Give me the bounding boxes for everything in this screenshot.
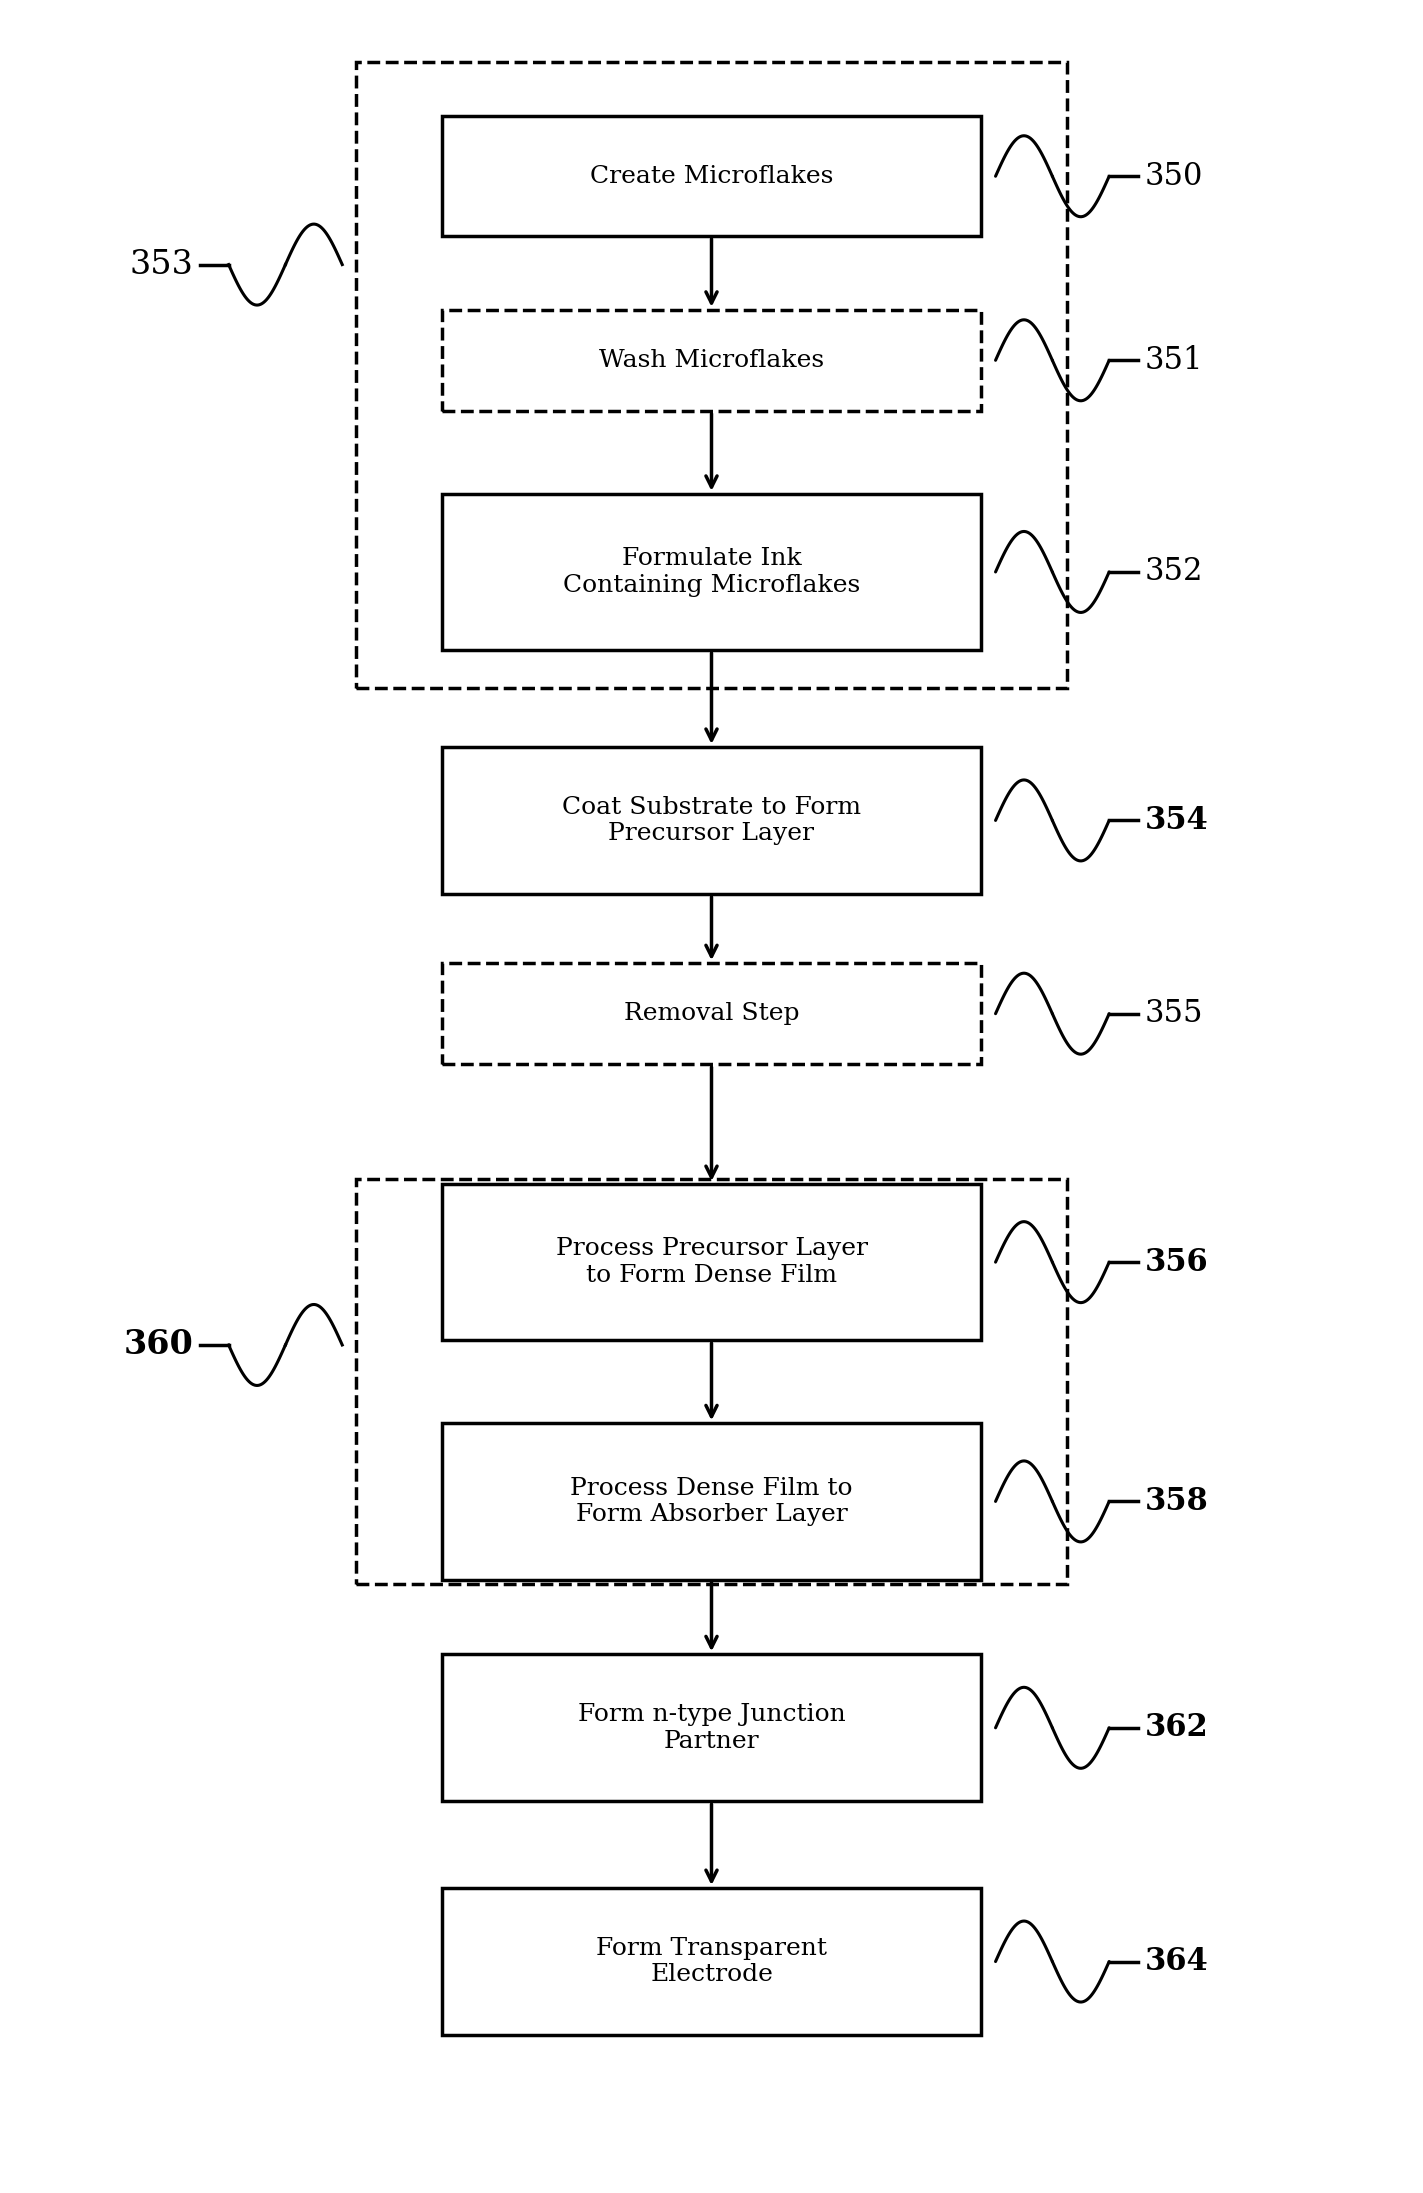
Bar xyxy=(441,1654,982,1800)
Bar xyxy=(441,1423,982,1579)
Text: Removal Step: Removal Step xyxy=(623,1002,800,1024)
Bar xyxy=(441,1184,982,1340)
Text: 356: 356 xyxy=(1144,1246,1208,1279)
Bar xyxy=(356,1180,1067,1583)
Bar xyxy=(441,309,982,410)
Text: 362: 362 xyxy=(1144,1713,1208,1743)
Text: 353: 353 xyxy=(129,248,194,281)
Text: 360: 360 xyxy=(124,1329,194,1362)
Bar xyxy=(441,493,982,649)
Text: Process Dense Film to
Form Absorber Layer: Process Dense Film to Form Absorber Laye… xyxy=(571,1476,852,1526)
Text: 351: 351 xyxy=(1144,344,1204,375)
Text: 354: 354 xyxy=(1144,805,1208,836)
Bar xyxy=(441,116,982,237)
Text: Create Microflakes: Create Microflakes xyxy=(589,164,834,189)
Text: Form Transparent
Electrode: Form Transparent Electrode xyxy=(596,1936,827,1987)
Text: Coat Substrate to Form
Precursor Layer: Coat Substrate to Form Precursor Layer xyxy=(562,796,861,844)
Text: 350: 350 xyxy=(1144,160,1202,191)
Text: 352: 352 xyxy=(1144,557,1204,588)
Bar xyxy=(441,748,982,895)
Text: Form n-type Junction
Partner: Form n-type Junction Partner xyxy=(578,1704,845,1752)
Bar xyxy=(441,963,982,1064)
Text: Wash Microflakes: Wash Microflakes xyxy=(599,349,824,373)
Text: 355: 355 xyxy=(1144,998,1204,1029)
Bar xyxy=(441,1888,982,2035)
Text: Process Precursor Layer
to Form Dense Film: Process Precursor Layer to Form Dense Fi… xyxy=(555,1237,868,1287)
Text: Formulate Ink
Containing Microflakes: Formulate Ink Containing Microflakes xyxy=(564,546,859,596)
Bar xyxy=(356,61,1067,689)
Text: 358: 358 xyxy=(1144,1487,1208,1518)
Text: 364: 364 xyxy=(1144,1945,1208,1978)
